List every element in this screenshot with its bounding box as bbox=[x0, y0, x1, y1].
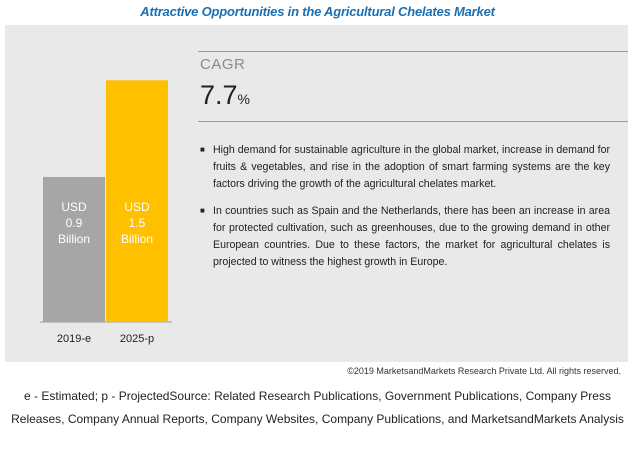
bar-value-line: Billion bbox=[57, 232, 90, 246]
bar-2025-p bbox=[106, 80, 168, 323]
bullet-icon: ■ bbox=[200, 206, 205, 216]
bar-value-line: 1.5 bbox=[128, 216, 146, 230]
cagr-top-divider bbox=[198, 51, 628, 52]
bar-2019-e bbox=[43, 176, 105, 322]
bar-value-line: 0.9 bbox=[65, 216, 83, 230]
chart-title: Attractive Opportunities in the Agricult… bbox=[140, 4, 495, 19]
cagr-bottom-divider bbox=[198, 121, 628, 122]
finding-item: ■ In countries such as Spain and the Net… bbox=[200, 203, 610, 270]
x-tick-label: 2019-e bbox=[56, 333, 92, 345]
cagr-unit: % bbox=[237, 91, 250, 107]
cagr-value: 7.7% bbox=[200, 80, 250, 111]
finding-text: In countries such as Spain and the Nethe… bbox=[213, 205, 610, 268]
key-findings: ■ High demand for sustainable agricultur… bbox=[200, 142, 610, 282]
finding-item: ■ High demand for sustainable agricultur… bbox=[200, 142, 610, 192]
finding-text: High demand for sustainable agriculture … bbox=[213, 144, 610, 190]
bullet-icon: ■ bbox=[200, 145, 205, 154]
bar-value-label: USD 1.5 Billion bbox=[106, 199, 168, 247]
x-tick-label: 2025-p bbox=[119, 333, 155, 345]
bar-value-line: USD bbox=[124, 200, 150, 214]
copyright: ©2019 MarketsandMarkets Research Private… bbox=[347, 366, 621, 376]
bar-value-line: Billion bbox=[120, 232, 153, 246]
bar-value-label: USD 0.9 Billion bbox=[43, 199, 105, 247]
source-footnote: e - Estimated; p - ProjectedSource: Rela… bbox=[11, 389, 624, 426]
cagr-label: CAGR bbox=[200, 56, 246, 73]
bar-value-line: USD bbox=[61, 200, 87, 214]
cagr-number: 7.7 bbox=[200, 80, 238, 110]
